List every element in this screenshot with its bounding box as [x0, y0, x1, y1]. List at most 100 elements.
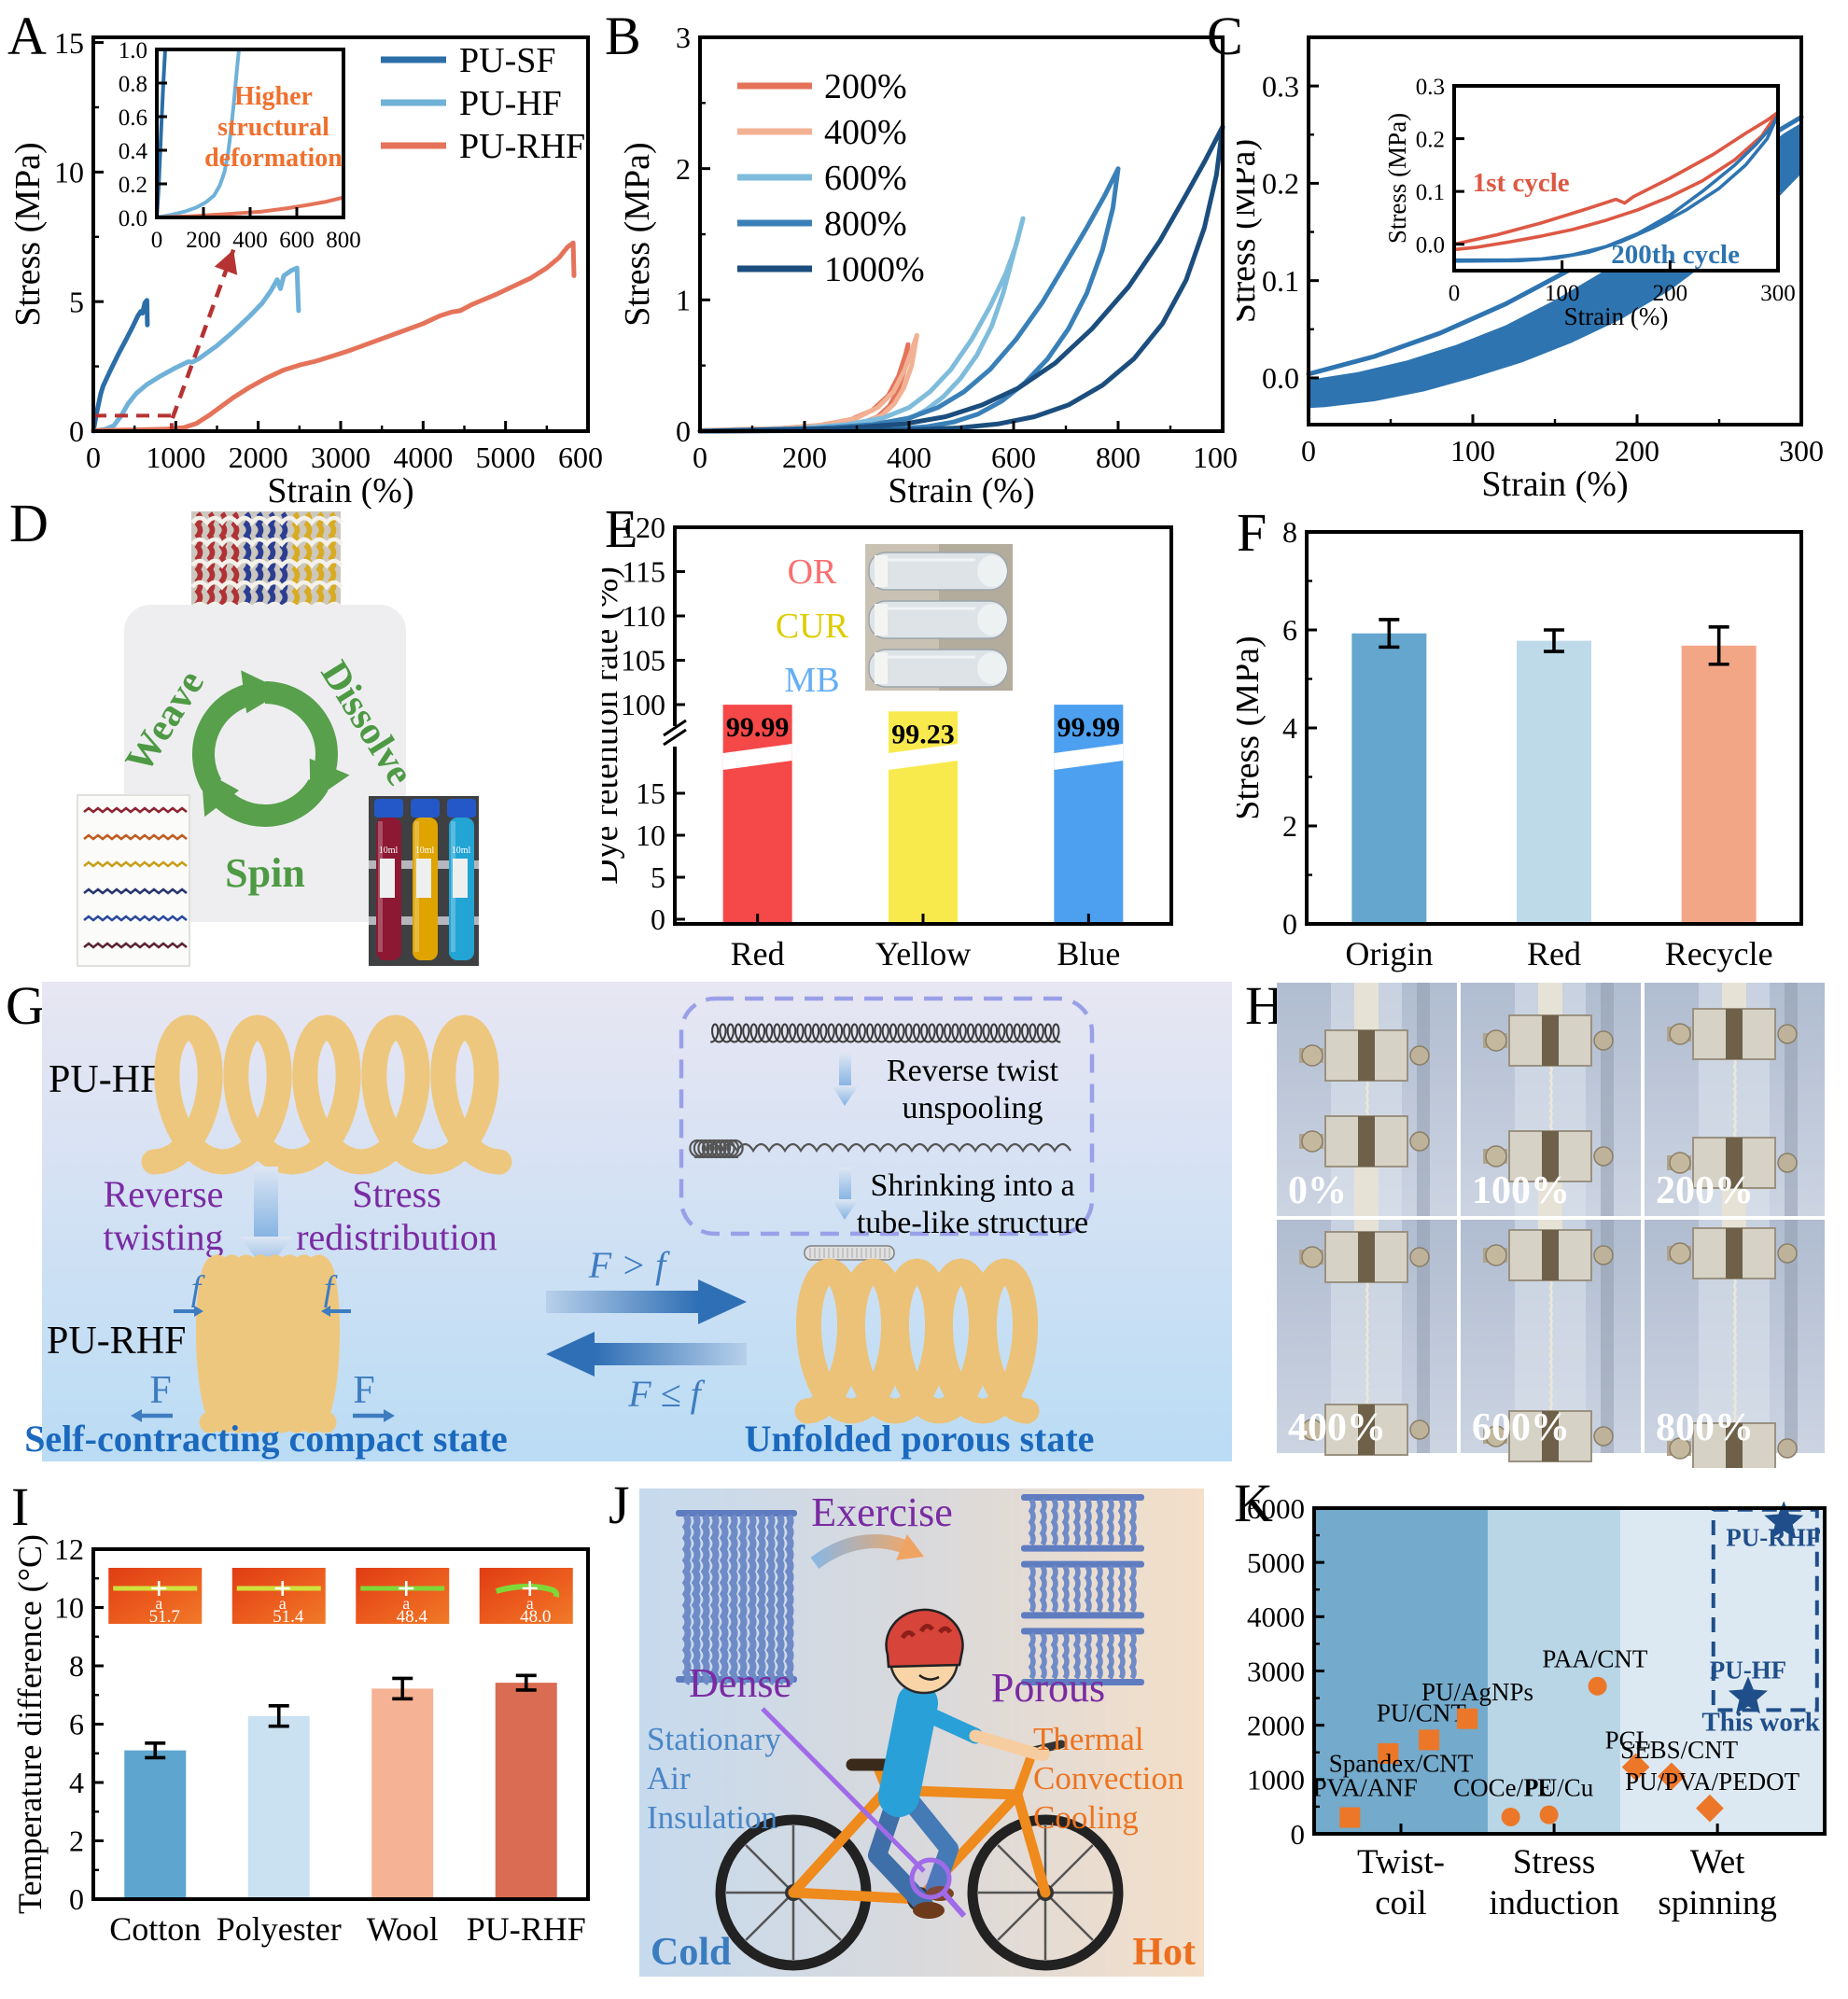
svg-text:300: 300 — [1760, 281, 1796, 306]
svg-text:tube-like structure: tube-like structure — [857, 1206, 1088, 1240]
svg-text:PU-RHF: PU-RHF — [47, 1320, 186, 1363]
svg-text:Blue: Blue — [1057, 935, 1120, 972]
svg-text:600: 600 — [991, 440, 1036, 474]
svg-text:10ml: 10ml — [379, 846, 399, 856]
svg-text:2000: 2000 — [1247, 1710, 1305, 1742]
svg-text:PU-RHF: PU-RHF — [459, 127, 585, 166]
svg-text:10ml: 10ml — [415, 846, 435, 856]
svg-text:twisting: twisting — [104, 1216, 224, 1258]
svg-text:PU-HF: PU-HF — [1710, 1657, 1786, 1684]
svg-text:115: 115 — [622, 555, 665, 589]
svg-text:100: 100 — [621, 688, 665, 721]
svg-text:15: 15 — [54, 26, 84, 60]
svg-text:F > f: F > f — [588, 1244, 670, 1286]
svg-text:51.4: 51.4 — [273, 1607, 304, 1627]
svg-text:6: 6 — [1282, 613, 1297, 647]
svg-text:3000: 3000 — [1247, 1655, 1305, 1687]
svg-text:Reverse twist: Reverse twist — [887, 1054, 1059, 1088]
svg-text:1.0: 1.0 — [119, 38, 147, 63]
svg-text:99.99: 99.99 — [1057, 712, 1121, 743]
panel-i-temperature-chart: Cotton Polyester Wool PU-RHF 0 2 4 6 8 10 12 Temper… — [0, 1468, 602, 1999]
svg-text:PU/Cu: PU/Cu — [1525, 1773, 1594, 1801]
svg-text:99.23: 99.23 — [891, 719, 955, 749]
svg-text:600%: 600% — [824, 159, 907, 198]
svg-text:Porous: Porous — [991, 1665, 1105, 1711]
panel-letter-g: G — [6, 975, 45, 1036]
svg-text:redistribution: redistribution — [296, 1216, 497, 1258]
svg-text:Air: Air — [647, 1760, 691, 1796]
panel-letter-k: K — [1234, 1473, 1273, 1533]
svg-text:structural: structural — [217, 113, 329, 142]
svg-text:a: a — [155, 1594, 162, 1613]
panel-j-exercise-schematic: Exercise Dense Porous Stationary Air Insulati… — [602, 1468, 1237, 1999]
svg-text:Stress (MPa): Stress (MPa) — [618, 142, 657, 326]
svg-text:1000: 1000 — [146, 440, 205, 474]
svg-text:PCL: PCL — [1605, 1726, 1652, 1754]
svg-text:0.0: 0.0 — [1262, 361, 1299, 395]
svg-text:0.6: 0.6 — [119, 105, 147, 131]
svg-text:Unfolded porous state: Unfolded porous state — [745, 1418, 1095, 1460]
svg-text:0.3: 0.3 — [1262, 69, 1299, 103]
svg-text:Reverse: Reverse — [104, 1173, 224, 1215]
svg-text:Dense: Dense — [689, 1660, 791, 1706]
svg-text:100: 100 — [1450, 434, 1495, 468]
svg-text:PU-SF: PU-SF — [459, 41, 556, 80]
svg-text:400%: 400% — [824, 113, 907, 152]
svg-text:0: 0 — [651, 902, 665, 936]
svg-text:4: 4 — [1282, 711, 1297, 745]
svg-text:1: 1 — [676, 284, 691, 317]
svg-text:PU/AgNPs: PU/AgNPs — [1421, 1678, 1533, 1706]
svg-text:400%: 400% — [1288, 1406, 1386, 1449]
svg-text:200th cycle: 200th cycle — [1611, 240, 1740, 270]
svg-text:Shrinking into a: Shrinking into a — [870, 1168, 1074, 1203]
panel-f-recycle-stress-chart: Origin Red Recycle 0 2 4 6 8 Stress (MPa) — [1227, 495, 1848, 975]
svg-text:4: 4 — [69, 1766, 84, 1799]
svg-text:PU-HF: PU-HF — [49, 1058, 161, 1101]
svg-text:0.1: 0.1 — [1262, 264, 1299, 298]
svg-text:a: a — [279, 1594, 287, 1613]
svg-text:F: F — [149, 1369, 171, 1412]
svg-text:0: 0 — [1449, 281, 1461, 306]
svg-text:PU-HF: PU-HF — [459, 84, 562, 123]
svg-text:This work: This work — [1701, 1707, 1820, 1737]
svg-text:Polyester: Polyester — [217, 1910, 342, 1948]
svg-text:3000: 3000 — [311, 440, 371, 474]
svg-text:Red: Red — [1527, 935, 1581, 972]
svg-text:200%: 200% — [1656, 1169, 1754, 1212]
svg-text:110: 110 — [622, 599, 665, 633]
svg-text:coil: coil — [1375, 1884, 1426, 1922]
svg-text:600%: 600% — [1472, 1406, 1570, 1449]
svg-text:Temperature difference (°C): Temperature difference (°C) — [11, 1534, 49, 1914]
svg-text:Strain (%): Strain (%) — [888, 471, 1034, 509]
svg-text:200: 200 — [186, 228, 221, 253]
svg-text:105: 105 — [621, 644, 665, 678]
svg-text:0.0: 0.0 — [1416, 232, 1445, 258]
svg-text:12: 12 — [54, 1532, 84, 1566]
svg-text:0.2: 0.2 — [1416, 127, 1445, 152]
svg-text:Cold: Cold — [651, 1931, 731, 1974]
panel-letter-f: F — [1237, 502, 1267, 563]
svg-text:Stress (MPa): Stress (MPa) — [8, 142, 48, 326]
svg-text:300: 300 — [1779, 434, 1824, 468]
svg-text:Hot: Hot — [1132, 1931, 1196, 1974]
svg-text:8: 8 — [69, 1649, 84, 1683]
svg-text:800%: 800% — [824, 204, 907, 244]
svg-text:0.3: 0.3 — [1416, 75, 1445, 100]
svg-text:unspooling: unspooling — [902, 1091, 1043, 1125]
panel-d-recycle-diagram: Weave Dissolve Spin 10ml 10ml 10ml — [0, 495, 602, 975]
svg-text:0: 0 — [86, 440, 101, 474]
svg-text:200%: 200% — [824, 67, 907, 106]
panel-letter-a: A — [7, 6, 47, 66]
svg-text:a: a — [526, 1594, 534, 1613]
svg-text:0.4: 0.4 — [119, 139, 148, 164]
svg-text:Dye retention rate (%): Dye retention rate (%) — [602, 566, 625, 885]
svg-text:0: 0 — [676, 414, 691, 448]
svg-text:Stationary: Stationary — [647, 1721, 781, 1757]
panel-letter-b: B — [605, 6, 641, 66]
svg-text:0: 0 — [69, 414, 84, 448]
svg-text:deformation: deformation — [204, 144, 343, 173]
svg-text:10: 10 — [54, 1591, 84, 1625]
panel-c-fatigue-chart: 0 100 200 300 0.0 0.1 0.2 0.3 Strain (%) Stress (… — [1224, 0, 1848, 509]
svg-text:a: a — [402, 1594, 410, 1613]
